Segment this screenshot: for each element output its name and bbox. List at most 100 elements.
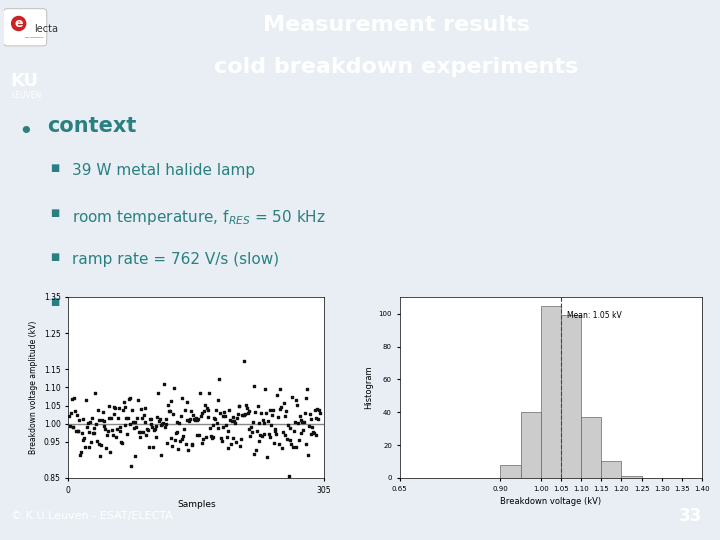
Point	[120, 414, 132, 422]
Point	[107, 426, 118, 434]
Point	[118, 397, 130, 406]
Point	[306, 429, 318, 438]
Point	[262, 416, 274, 425]
Point	[92, 406, 104, 415]
Point	[287, 443, 299, 451]
Point	[251, 427, 263, 436]
Point	[112, 424, 123, 433]
Point	[211, 419, 222, 428]
Point	[134, 433, 145, 441]
Point	[104, 448, 116, 457]
Point	[96, 416, 108, 425]
Point	[222, 427, 234, 435]
Point	[248, 382, 259, 390]
Y-axis label: Histogram: Histogram	[364, 366, 373, 409]
Point	[129, 418, 140, 427]
Point	[253, 437, 265, 445]
Point	[292, 400, 303, 409]
Point	[132, 395, 144, 404]
Point	[145, 415, 156, 424]
Point	[163, 401, 174, 409]
Text: _______: _______	[24, 33, 43, 38]
Point	[207, 433, 218, 441]
Point	[225, 416, 236, 424]
Point	[166, 442, 178, 451]
Point	[65, 409, 76, 417]
Point	[163, 407, 175, 416]
Point	[74, 450, 86, 459]
Point	[71, 410, 83, 419]
Point	[160, 414, 171, 423]
Point	[175, 411, 186, 420]
Point	[248, 450, 260, 458]
Point	[109, 402, 120, 411]
Point	[116, 439, 127, 448]
Point	[187, 411, 199, 420]
Point	[214, 375, 225, 383]
Point	[286, 440, 297, 448]
Point	[73, 427, 84, 436]
Point	[181, 398, 193, 407]
Point	[284, 423, 296, 432]
Point	[292, 419, 304, 428]
Point	[66, 395, 78, 403]
Point	[125, 394, 136, 402]
Text: room temperature, f$_{RES}$ = 50 kHz: room temperature, f$_{RES}$ = 50 kHz	[72, 207, 326, 227]
Point	[108, 409, 120, 418]
Text: e: e	[14, 17, 23, 30]
X-axis label: Samples: Samples	[177, 500, 215, 509]
Point	[217, 423, 229, 431]
Point	[279, 431, 290, 440]
Point	[158, 418, 169, 427]
Point	[140, 403, 151, 412]
Point	[83, 442, 94, 451]
Point	[278, 399, 289, 407]
Point	[150, 433, 161, 441]
Point	[79, 442, 91, 451]
Point	[130, 451, 141, 460]
Point	[139, 418, 150, 427]
Point	[241, 404, 253, 413]
Text: 39 W metal halide lamp: 39 W metal halide lamp	[72, 163, 255, 178]
Point	[250, 408, 261, 417]
Point	[88, 424, 99, 433]
Point	[199, 401, 211, 409]
Point	[69, 407, 81, 415]
Point	[263, 430, 274, 438]
Point	[202, 406, 214, 415]
Point	[75, 448, 86, 456]
Point	[230, 438, 242, 447]
Point	[105, 414, 117, 423]
Point	[128, 424, 140, 433]
Point	[161, 438, 173, 447]
Point	[233, 402, 245, 411]
Point	[293, 435, 305, 444]
Text: ■: ■	[50, 163, 60, 173]
Point	[146, 423, 158, 432]
Point	[189, 415, 201, 424]
Point	[299, 409, 310, 417]
Point	[91, 436, 103, 445]
Point	[90, 420, 102, 428]
Point	[238, 356, 250, 365]
Point	[220, 411, 231, 420]
Point	[194, 431, 205, 440]
Point	[243, 424, 254, 433]
Point	[143, 426, 154, 434]
Point	[154, 415, 166, 424]
Point	[282, 420, 294, 429]
Point	[81, 423, 93, 431]
Point	[164, 407, 176, 415]
Point	[235, 442, 246, 450]
Point	[89, 389, 101, 398]
Point	[289, 417, 300, 426]
Point	[297, 426, 309, 434]
Point	[174, 437, 186, 445]
Point	[258, 418, 269, 427]
Point	[176, 434, 187, 443]
Point	[85, 438, 96, 447]
Point	[205, 431, 217, 440]
Point	[181, 416, 192, 424]
Point	[171, 417, 182, 426]
Point	[148, 442, 159, 451]
